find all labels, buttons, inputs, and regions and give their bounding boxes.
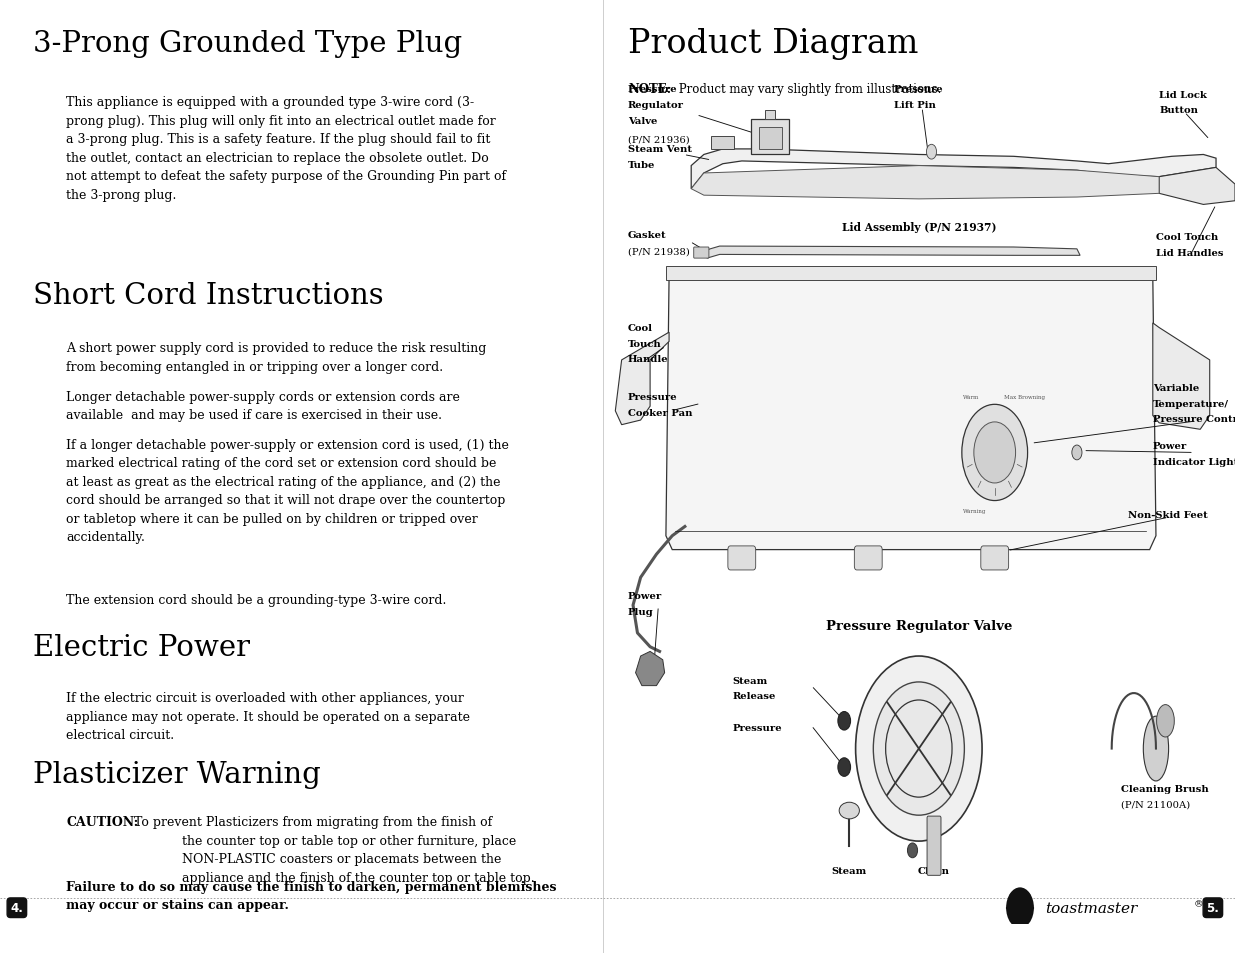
Polygon shape [706, 247, 1081, 259]
Text: Pressure Regulator Valve: Pressure Regulator Valve [826, 619, 1011, 633]
Text: Steam Vent: Steam Vent [627, 145, 692, 154]
Circle shape [974, 422, 1015, 483]
FancyBboxPatch shape [666, 267, 1156, 281]
Polygon shape [636, 652, 664, 686]
Text: Temperature/: Temperature/ [1152, 399, 1229, 408]
Circle shape [962, 405, 1028, 501]
Text: Indicator Light: Indicator Light [1152, 457, 1235, 467]
Text: CAUTION:: CAUTION: [67, 816, 138, 828]
Polygon shape [1160, 169, 1235, 205]
Text: Cooker Pan: Cooker Pan [627, 409, 693, 417]
Polygon shape [692, 167, 1160, 200]
Circle shape [908, 843, 918, 858]
FancyBboxPatch shape [694, 248, 709, 259]
FancyBboxPatch shape [981, 546, 1009, 570]
Text: Warning: Warning [963, 509, 987, 514]
Text: To prevent Plasticizers from migrating from the finish of
            the counte: To prevent Plasticizers from migrating f… [133, 816, 535, 883]
Text: 4.: 4. [10, 902, 23, 914]
Text: Pressure: Pressure [732, 723, 782, 732]
Text: Pressure: Pressure [894, 85, 944, 94]
Polygon shape [666, 277, 1156, 550]
Text: Lid Lock: Lid Lock [1160, 91, 1207, 99]
Circle shape [926, 145, 936, 160]
Text: 5.: 5. [1207, 902, 1219, 914]
Text: This appliance is equipped with a grounded type 3-wire cord (3-
prong plug). Thi: This appliance is equipped with a ground… [67, 96, 506, 201]
Text: Clean: Clean [918, 866, 950, 875]
Circle shape [856, 657, 982, 841]
Text: Touch: Touch [627, 339, 662, 348]
Text: Cleaning Brush: Cleaning Brush [1121, 784, 1209, 793]
Text: Gasket: Gasket [627, 232, 667, 240]
Text: Button: Button [1160, 107, 1198, 115]
Circle shape [873, 682, 965, 816]
Ellipse shape [839, 802, 860, 819]
Text: Pressure: Pressure [627, 85, 678, 94]
Polygon shape [615, 333, 669, 425]
Text: Electric Power: Electric Power [33, 633, 251, 661]
FancyBboxPatch shape [927, 817, 941, 876]
Text: Max Browning: Max Browning [1004, 395, 1045, 399]
Text: Product may vary slightly from illustrations.: Product may vary slightly from illustrat… [676, 83, 942, 96]
Text: Short Cord Instructions: Short Cord Instructions [33, 282, 384, 310]
Text: Warm: Warm [963, 395, 979, 399]
Text: (P/N 21100A): (P/N 21100A) [1121, 800, 1191, 808]
Ellipse shape [1157, 705, 1174, 738]
Circle shape [1007, 887, 1034, 928]
Text: A short power supply cord is provided to reduce the risk resulting
from becoming: A short power supply cord is provided to… [67, 342, 487, 374]
Text: Product Diagram: Product Diagram [627, 28, 919, 60]
Text: The extension cord should be a grounding-type 3-wire cord.: The extension cord should be a grounding… [67, 594, 447, 606]
Text: (P/N 21936): (P/N 21936) [627, 136, 689, 145]
Text: If the electric circuit is overloaded with other appliances, your
appliance may : If the electric circuit is overloaded wi… [67, 692, 471, 741]
Text: Lid Assembly (P/N 21937): Lid Assembly (P/N 21937) [841, 222, 997, 233]
FancyBboxPatch shape [751, 120, 789, 155]
Text: Lid Handles: Lid Handles [1156, 249, 1224, 257]
Ellipse shape [1144, 717, 1168, 781]
Text: Variable: Variable [1152, 384, 1199, 393]
Text: Steam: Steam [732, 677, 768, 685]
Text: Tube: Tube [627, 161, 656, 170]
Text: NOTE:: NOTE: [627, 83, 671, 96]
Circle shape [1072, 446, 1082, 460]
Text: Steam: Steam [831, 866, 867, 875]
Text: Power: Power [1152, 442, 1187, 451]
Text: Pressure: Pressure [627, 393, 678, 402]
Text: Cool: Cool [627, 324, 653, 333]
Text: Cool Touch: Cool Touch [1156, 233, 1218, 242]
Text: Non-Skid Feet: Non-Skid Feet [1128, 510, 1208, 519]
Polygon shape [692, 150, 1216, 190]
Polygon shape [1152, 324, 1210, 430]
Text: If a longer detachable power-supply or extension cord is used, (1) the
marked el: If a longer detachable power-supply or e… [67, 438, 509, 543]
FancyBboxPatch shape [727, 546, 756, 570]
Text: Valve: Valve [627, 116, 657, 126]
Text: Plug: Plug [627, 607, 653, 617]
Text: Plasticizer Warning: Plasticizer Warning [33, 760, 321, 788]
Text: Power: Power [627, 592, 662, 600]
Text: ®: ® [1194, 900, 1204, 908]
FancyBboxPatch shape [711, 137, 734, 150]
Circle shape [837, 712, 851, 730]
Text: Regulator: Regulator [627, 101, 684, 110]
FancyBboxPatch shape [766, 111, 776, 120]
Text: Pressure Control: Pressure Control [1152, 416, 1235, 424]
Text: Failure to do so may cause the finish to darken, permanent blemishes
may occur o: Failure to do so may cause the finish to… [67, 880, 557, 911]
Text: Release: Release [732, 692, 776, 700]
Text: Lift Pin: Lift Pin [894, 101, 935, 110]
Text: (P/N 21938): (P/N 21938) [627, 247, 690, 255]
FancyBboxPatch shape [758, 128, 782, 150]
Circle shape [837, 758, 851, 777]
Text: 3-Prong Grounded Type Plug: 3-Prong Grounded Type Plug [33, 30, 462, 57]
Text: Handle: Handle [627, 355, 668, 364]
Text: toastmaster: toastmaster [1045, 901, 1137, 915]
FancyBboxPatch shape [855, 546, 882, 570]
Text: Longer detachable power-supply cords or extension cords are
available  and may b: Longer detachable power-supply cords or … [67, 390, 461, 421]
